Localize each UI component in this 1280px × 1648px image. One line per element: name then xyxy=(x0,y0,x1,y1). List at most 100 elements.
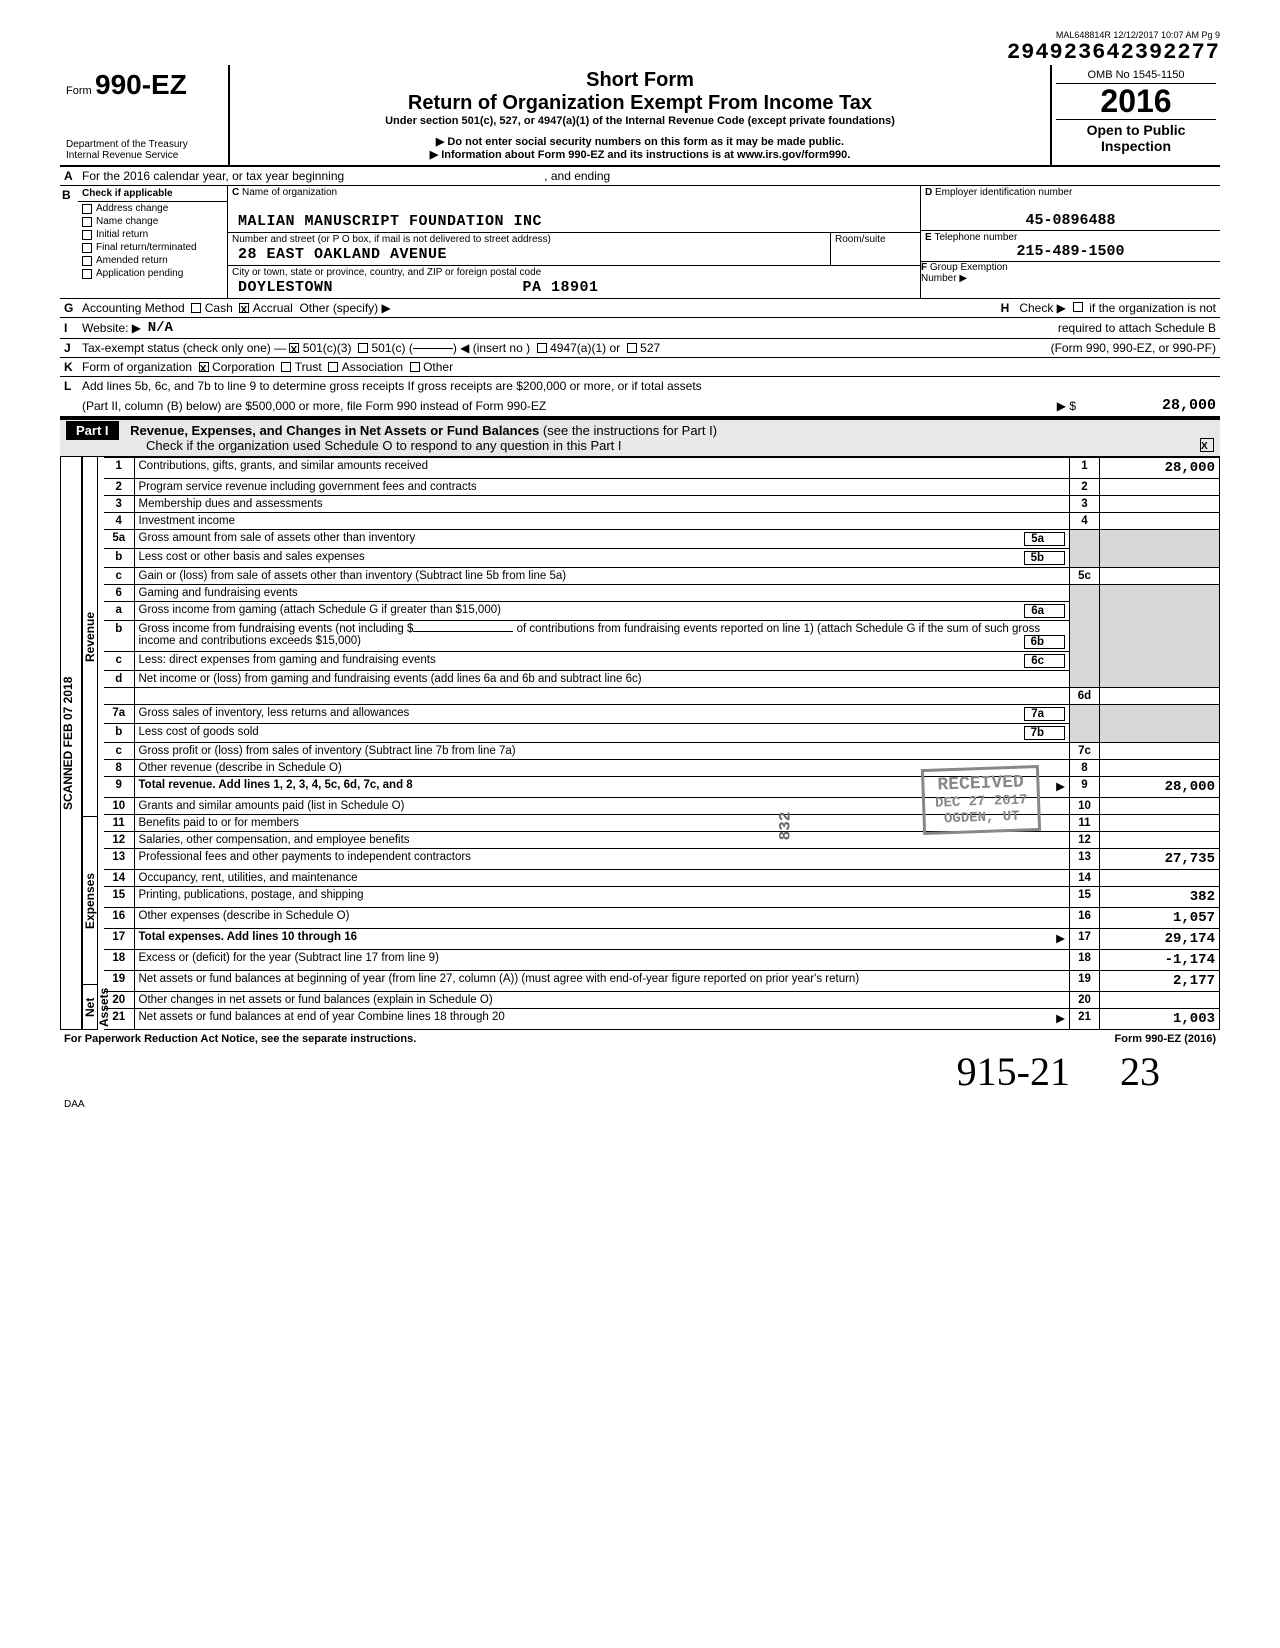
check-schedule-o[interactable] xyxy=(1200,438,1214,452)
form-header: Form 990-EZ Department of the Treasury I… xyxy=(60,65,1220,167)
h-lead: H xyxy=(1001,301,1010,315)
l-text2: (Part II, column (B) below) are $500,000… xyxy=(82,399,546,413)
table-row: 11Benefits paid to or for members11 xyxy=(104,815,1220,832)
l-text1: Add lines 5b, 6c, and 7b to line 9 to de… xyxy=(82,379,702,393)
l-amount: 28,000 xyxy=(1096,397,1216,414)
table-row: 8Other revenue (describe in Schedule O)8 xyxy=(104,760,1220,777)
l-arrow: ▶ $ xyxy=(1057,399,1076,413)
open-public: Open to Public Inspection xyxy=(1056,119,1216,154)
k-text: Form of organization xyxy=(82,360,192,374)
table-row: 7aGross sales of inventory, less returns… xyxy=(104,705,1220,724)
tax-year: 2016 xyxy=(1056,84,1216,119)
phone: 215-489-1500 xyxy=(925,243,1216,260)
line-a-text: For the 2016 calendar year, or tax year … xyxy=(82,169,344,183)
netassets-side-label: Net Assets xyxy=(82,985,98,1030)
g-lead: G xyxy=(64,301,82,315)
addr-label: Number and street (or P O box, if mail i… xyxy=(228,233,830,246)
check-accrual[interactable] xyxy=(239,303,249,313)
ein: 45-0896488 xyxy=(925,212,1216,229)
c-lead: C xyxy=(232,187,239,198)
table-row: 6Gaming and fundraising events xyxy=(104,585,1220,602)
check-amended-return[interactable]: Amended return xyxy=(78,254,227,267)
table-row: 14Occupancy, rent, utilities, and mainte… xyxy=(104,870,1220,887)
table-row: 13Professional fees and other payments t… xyxy=(104,849,1220,870)
check-other-org[interactable] xyxy=(410,362,420,372)
handwritten: 915-21 23 xyxy=(60,1048,1220,1095)
org-name: MALIAN MANUSCRIPT FOUNDATION INC xyxy=(228,213,920,232)
check-initial-return[interactable]: Initial return xyxy=(78,228,227,241)
check-final-return[interactable]: Final return/terminated xyxy=(78,241,227,254)
dln: 294923642392277 xyxy=(60,40,1220,65)
check-527[interactable] xyxy=(627,343,637,353)
check-trust[interactable] xyxy=(281,362,291,372)
table-row: 18Excess or (deficit) for the year (Subt… xyxy=(104,950,1220,971)
check-h[interactable] xyxy=(1073,302,1083,312)
table-row: 3Membership dues and assessments3 xyxy=(104,496,1220,513)
room-label: Room/suite xyxy=(831,233,920,246)
f-label2: Number ▶ xyxy=(921,273,1220,284)
check-501c[interactable] xyxy=(358,343,368,353)
check-corporation[interactable] xyxy=(199,362,209,372)
part1-note: (see the instructions for Part I) xyxy=(543,423,717,438)
check-501c3[interactable] xyxy=(289,343,299,353)
state-zip: PA 18901 xyxy=(523,279,599,296)
footer-left: For Paperwork Reduction Act Notice, see … xyxy=(64,1033,416,1045)
revenue-side-label: Revenue xyxy=(82,457,98,817)
section-b: B Check if applicable Address change Nam… xyxy=(60,186,1220,299)
table-row: 6d xyxy=(104,688,1220,705)
table-row: dNet income or (loss) from gaming and fu… xyxy=(104,671,1220,688)
form-number: 990-EZ xyxy=(95,69,187,100)
line-g: G Accounting Method Cash Accrual Other (… xyxy=(60,299,1220,318)
g-other: Other (specify) ▶ xyxy=(299,301,390,315)
k-lead: K xyxy=(64,360,82,374)
line-b-lead: B xyxy=(60,186,78,298)
expenses-side-label: Expenses xyxy=(82,817,98,985)
table-row: cLess: direct expenses from gaming and f… xyxy=(104,652,1220,671)
footer-right: Form 990-EZ (2016) xyxy=(1115,1033,1216,1045)
table-row: 4Investment income4 xyxy=(104,513,1220,530)
c-label: Name of organization xyxy=(242,187,337,198)
check-cash[interactable] xyxy=(191,303,201,313)
part1-table: 1Contributions, gifts, grants, and simil… xyxy=(104,457,1220,1030)
table-row: 20Other changes in net assets or fund ba… xyxy=(104,992,1220,1009)
h-cont: required to attach Schedule B xyxy=(1058,321,1216,335)
table-row: 15Printing, publications, postage, and s… xyxy=(104,887,1220,908)
daa: DAA xyxy=(60,1095,1220,1114)
arrow-note-2: ▶ Information about Form 990-EZ and its … xyxy=(238,148,1042,161)
line-k: K Form of organization Corporation Trust… xyxy=(60,358,1220,377)
line-a-lead: A xyxy=(64,169,82,183)
table-row: 2Program service revenue including gover… xyxy=(104,479,1220,496)
check-application-pending[interactable]: Application pending xyxy=(78,267,227,280)
i-text: Website: ▶ xyxy=(82,321,141,335)
city-label: City or town, state or province, country… xyxy=(228,266,920,279)
h-text: Check ▶ xyxy=(1019,301,1066,315)
part1-title: Revenue, Expenses, and Changes in Net As… xyxy=(130,423,539,438)
footer: For Paperwork Reduction Act Notice, see … xyxy=(60,1030,1220,1048)
form-label: Form xyxy=(66,85,92,97)
e-label: Telephone number xyxy=(934,232,1017,243)
scanned-side-label: SCANNED FEB 07 2018 xyxy=(60,457,82,1030)
table-row: 21Net assets or fund balances at end of … xyxy=(104,1009,1220,1030)
check-name-change[interactable]: Name change xyxy=(78,215,227,228)
table-row: 16Other expenses (describe in Schedule O… xyxy=(104,908,1220,929)
line-l2: (Part II, column (B) below) are $500,000… xyxy=(60,395,1220,418)
d-lead: D xyxy=(925,187,932,198)
d-label: Employer identification number xyxy=(935,187,1072,198)
f-lead: F xyxy=(921,262,927,273)
j-note: (Form 990, 990-EZ, or 990-PF) xyxy=(1051,341,1216,355)
table-row: bGross income from fundraising events (n… xyxy=(104,621,1220,652)
dept-irs: Internal Revenue Service xyxy=(66,150,222,161)
table-row: 9Total revenue. Add lines 1, 2, 3, 4, 5c… xyxy=(104,777,1220,798)
check-address-change[interactable]: Address change xyxy=(78,202,227,215)
table-row: 10Grants and similar amounts paid (list … xyxy=(104,798,1220,815)
check-applicable-label: Check if applicable xyxy=(78,186,227,202)
check-association[interactable] xyxy=(328,362,338,372)
part1-checkline: Check if the organization used Schedule … xyxy=(146,438,622,453)
table-row: cGross profit or (loss) from sales of in… xyxy=(104,743,1220,760)
city: DOYLESTOWN xyxy=(238,279,333,296)
check-4947[interactable] xyxy=(537,343,547,353)
short-form-title: Short Form xyxy=(238,69,1042,92)
dln-sub: MAL648814R 12/12/2017 10:07 AM Pg 9 xyxy=(60,30,1220,40)
part1-grid: RECEIVED DEC 27 2017 OGDEN, UT 832 SCANN… xyxy=(60,457,1220,1030)
website: N/A xyxy=(148,320,173,336)
